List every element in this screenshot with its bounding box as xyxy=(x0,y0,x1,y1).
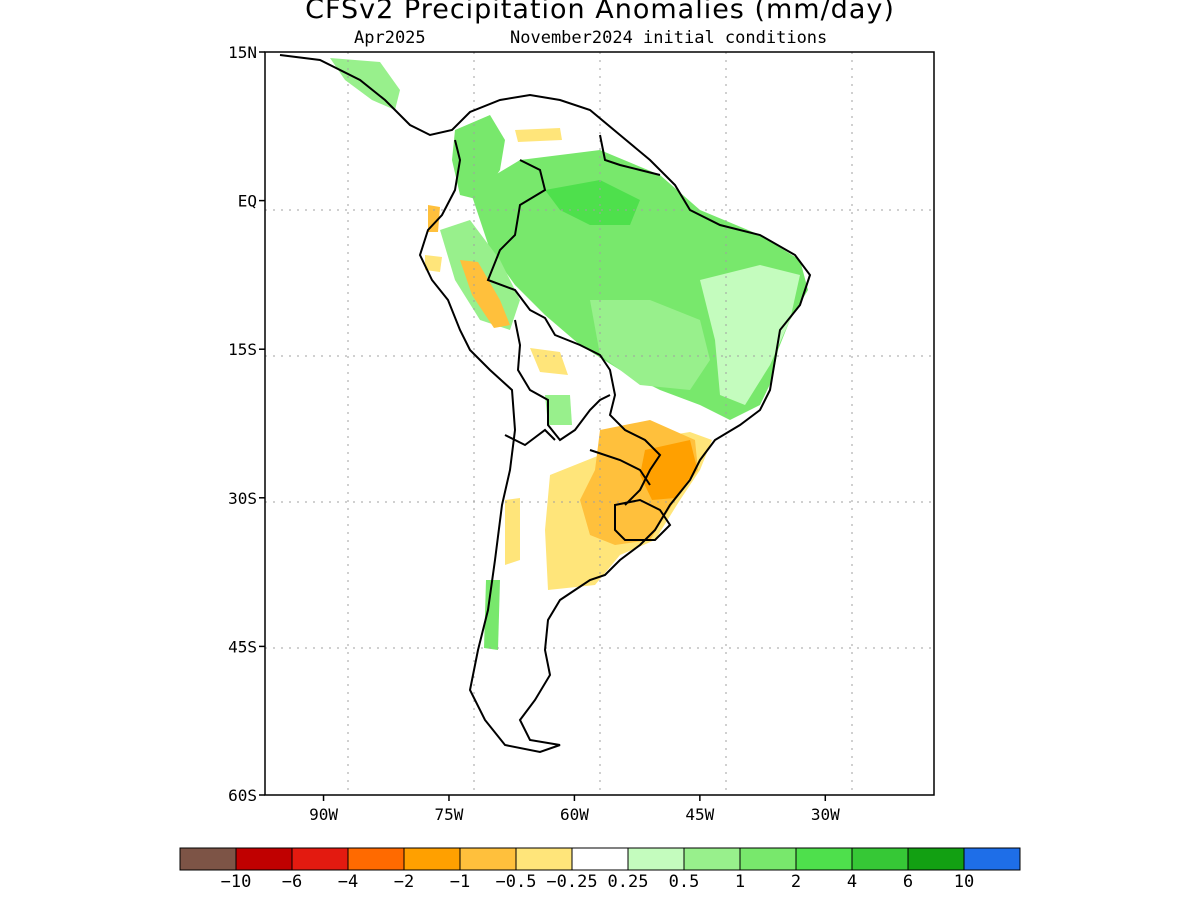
lon-tick-label: 75W xyxy=(435,805,464,824)
colorbar-swatch xyxy=(235,847,293,871)
lat-tick-label: EQ xyxy=(238,192,257,211)
anomaly-orange-peru xyxy=(460,260,510,328)
anomaly-field xyxy=(330,58,808,650)
colorbar-swatch xyxy=(851,847,909,871)
anomaly-yellow-chile xyxy=(505,498,520,565)
colorbar-swatch xyxy=(347,847,405,871)
lat-tick-label: 30S xyxy=(228,489,257,508)
lat-tick-label: 45S xyxy=(228,637,257,656)
colorbar-label: 2 xyxy=(791,872,801,892)
lon-tick-label: 45W xyxy=(685,805,714,824)
lon-tick-label: 30W xyxy=(811,805,840,824)
anomaly-darkgreen-amazon xyxy=(545,180,640,225)
lon-axis: 90W 75W 60W 45W 30W xyxy=(309,795,840,824)
anomaly-green-gran-chaco xyxy=(545,395,572,425)
lon-tick-label: 90W xyxy=(309,805,338,824)
lon-tick-label: 60W xyxy=(560,805,589,824)
lat-tick-label: 15S xyxy=(228,340,257,359)
colorbar-swatch xyxy=(179,847,237,871)
anomaly-yellow-venezuela xyxy=(515,128,562,142)
colorbar-swatch xyxy=(291,847,349,871)
coastline xyxy=(279,54,812,754)
colorbar-swatch xyxy=(907,847,965,871)
lat-tick-label: 15N xyxy=(228,43,257,62)
anomaly-yellow-bolivia xyxy=(530,348,568,375)
colorbar-label: 0.5 xyxy=(669,872,700,892)
colorbar-swatch xyxy=(627,847,685,871)
colorbar-label: 6 xyxy=(903,872,913,892)
map-frame xyxy=(264,51,935,796)
colorbar-label: 10 xyxy=(954,872,974,892)
anomaly-orange-ecuador xyxy=(428,205,440,232)
anomaly-darkorange-south-brazil xyxy=(640,440,697,500)
anomaly-green-southern-chile xyxy=(484,580,500,650)
colorbar-swatch xyxy=(403,847,461,871)
forecast-month: Apr2025 xyxy=(354,28,426,48)
initial-conditions: November2024 initial conditions xyxy=(510,28,828,48)
colorbar-swatch xyxy=(459,847,517,871)
colorbar-label: 4 xyxy=(847,872,857,892)
colorbar-swatch xyxy=(515,847,573,871)
colorbar-swatch xyxy=(683,847,741,871)
colorbar-label: −6 xyxy=(282,872,302,892)
colorbar-label: −0.5 xyxy=(496,872,537,892)
colorbar-label: 1 xyxy=(735,872,745,892)
map-title: CFSv2 Precipitation Anomalies (mm/day) xyxy=(305,0,895,25)
colorbar-label: −2 xyxy=(394,872,414,892)
anomaly-green-colombia xyxy=(452,115,505,200)
colorbar-swatch xyxy=(963,847,1021,871)
lat-tick-label: 60S xyxy=(228,786,257,805)
colorbar xyxy=(179,847,1021,871)
colorbar-labels: −10 −6 −4 −2 −1 −0.5 −0.25 0.25 0.5 1 2 4 6 10 xyxy=(221,872,975,892)
colorbar-label: −0.25 xyxy=(546,872,597,892)
colorbar-swatch xyxy=(571,847,629,871)
colorbar-swatch xyxy=(795,847,853,871)
colorbar-label: −1 xyxy=(450,872,470,892)
anomaly-lightgreen-central xyxy=(590,300,710,390)
colorbar-label: −10 xyxy=(221,872,252,892)
colorbar-label: 0.25 xyxy=(608,872,649,892)
colorbar-swatch xyxy=(739,847,797,871)
lat-axis: 15N EQ 15S 30S 45S 60S xyxy=(228,43,265,805)
colorbar-label: −4 xyxy=(338,872,358,892)
anomaly-yellow-peru xyxy=(425,255,442,272)
anomaly-lightgreen-east xyxy=(700,265,800,405)
